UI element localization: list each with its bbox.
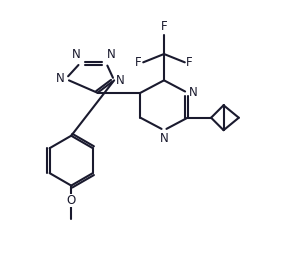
Text: F: F — [161, 20, 167, 33]
Text: N: N — [189, 86, 198, 99]
Text: N: N — [106, 48, 115, 61]
Text: F: F — [135, 56, 142, 69]
Text: O: O — [67, 194, 76, 207]
Text: N: N — [55, 73, 64, 85]
Text: N: N — [72, 48, 80, 61]
Text: F: F — [186, 56, 193, 69]
Text: N: N — [160, 132, 168, 145]
Text: N: N — [116, 74, 124, 87]
